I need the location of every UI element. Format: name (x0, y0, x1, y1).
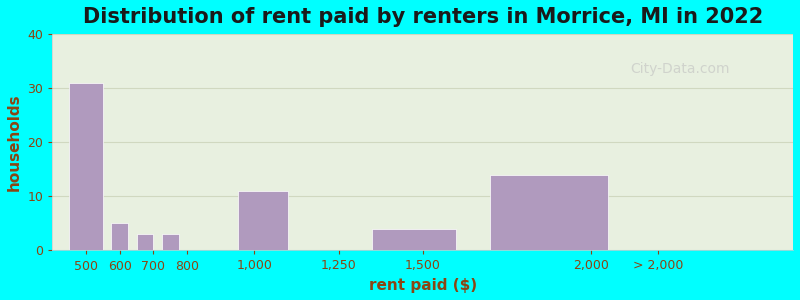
Bar (137, 234, 154, 250)
Bar (238, 191, 288, 250)
X-axis label: rent paid ($): rent paid ($) (369, 278, 477, 293)
Bar (490, 175, 608, 250)
Bar (111, 224, 128, 250)
Text: City-Data.com: City-Data.com (630, 62, 730, 76)
Y-axis label: households: households (7, 94, 22, 191)
Bar (372, 229, 456, 250)
Bar (70, 83, 103, 250)
Title: Distribution of rent paid by renters in Morrice, MI in 2022: Distribution of rent paid by renters in … (82, 7, 763, 27)
Bar (162, 234, 178, 250)
